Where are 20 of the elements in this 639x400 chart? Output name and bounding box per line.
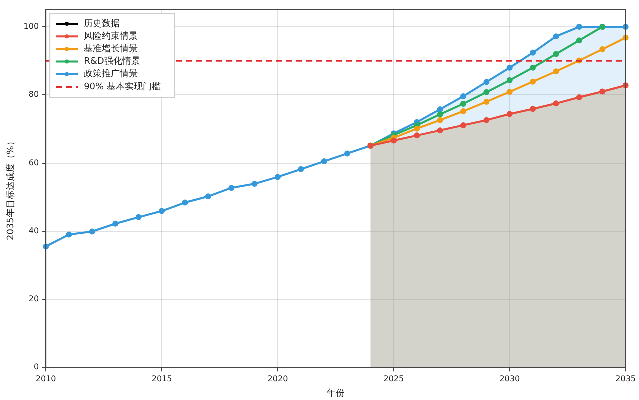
x-axis-title: 年份 xyxy=(326,388,345,399)
y-tick-label: 40 xyxy=(28,226,40,236)
x-tick-label: 2035 xyxy=(616,374,636,384)
x-tick-label: 2030 xyxy=(500,374,520,384)
x-tick-label: 2020 xyxy=(268,374,288,384)
x-tick-label: 2025 xyxy=(384,374,404,384)
y-tick-label: 100 xyxy=(24,22,40,32)
legend-label: 风险约束情景 xyxy=(84,30,138,42)
y-tick-label: 20 xyxy=(28,294,40,304)
legend-label: 基准增长情景 xyxy=(84,44,138,55)
legend-label: 90% 基本实现门槛 xyxy=(84,81,161,92)
x-tick-label: 2010 xyxy=(36,374,56,384)
legend-label: 历史数据 xyxy=(84,18,120,30)
x-tick-label: 2015 xyxy=(152,374,172,384)
y-axis-title: 2035年目标达成度（%） xyxy=(6,137,17,241)
legend-label: R&D强化情景 xyxy=(84,56,140,68)
y-tick-label: 80 xyxy=(28,90,40,100)
y-tick-label: 60 xyxy=(28,158,40,168)
legend-label: 政策推广情景 xyxy=(84,68,138,80)
y-tick-label: 0 xyxy=(34,362,40,372)
